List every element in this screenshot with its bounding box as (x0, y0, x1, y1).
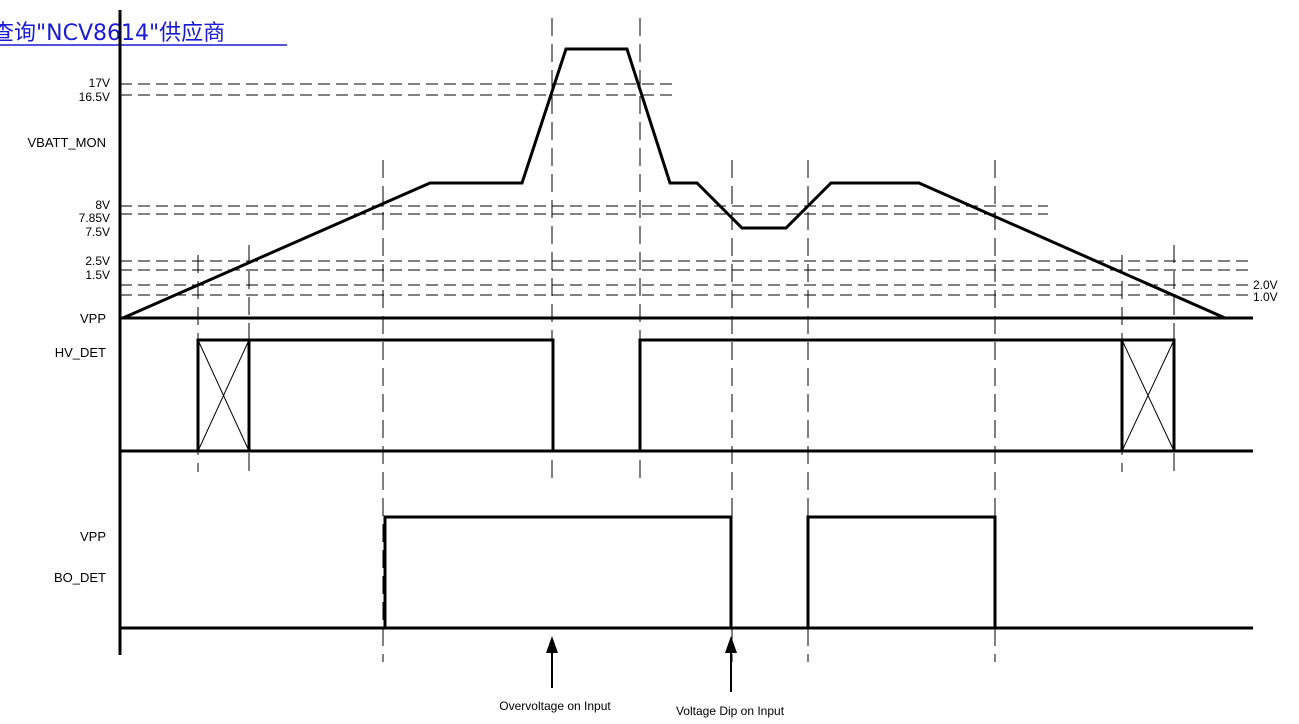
signal-label-vbatt-mon: VBATT_MON (28, 135, 107, 150)
threshold-lines (120, 83, 1250, 296)
signal-label-hv-det: HV_DET (55, 345, 106, 360)
level-label-2-5v: 2.5V (85, 254, 110, 268)
hv-det-waveform (196, 338, 1176, 452)
level-label-7-85v: 7.85V (79, 211, 110, 225)
level-label-2-0v: 2.0V (1253, 278, 1278, 292)
level-label-1-0v: 1.0V (1253, 290, 1278, 304)
bo-det-waveform (383, 515, 997, 628)
annotation-overvoltage: Overvoltage on Input (499, 699, 611, 713)
level-label-8v: 8V (95, 198, 110, 212)
annotation-voltage-dip: Voltage Dip on Input (676, 704, 785, 718)
signal-label-vpp-bottom: VPP (80, 529, 106, 544)
supplier-query-link[interactable]: 查询"NCV8614"供应商 (0, 21, 225, 46)
level-label-17v: 17V (89, 76, 110, 90)
signal-label-vpp-top: VPP (80, 311, 106, 326)
level-label-16-5v: 16.5V (79, 90, 110, 104)
voltage-dip-arrow (725, 636, 737, 692)
signal-labels: VBATT_MON VPP HV_DET VPP BO_DET (28, 135, 107, 585)
level-labels-left: 17V 16.5V 8V 7.85V 7.5V 2.5V 1.5V (79, 76, 110, 282)
level-labels-right: 2.0V 1.0V (1253, 278, 1278, 304)
signal-label-bo-det: BO_DET (54, 570, 106, 585)
overvoltage-arrow (546, 636, 558, 688)
level-label-7-5v: 7.5V (85, 225, 110, 239)
level-label-1-5v: 1.5V (85, 268, 110, 282)
vbatt-mon-waveform (122, 47, 1226, 320)
